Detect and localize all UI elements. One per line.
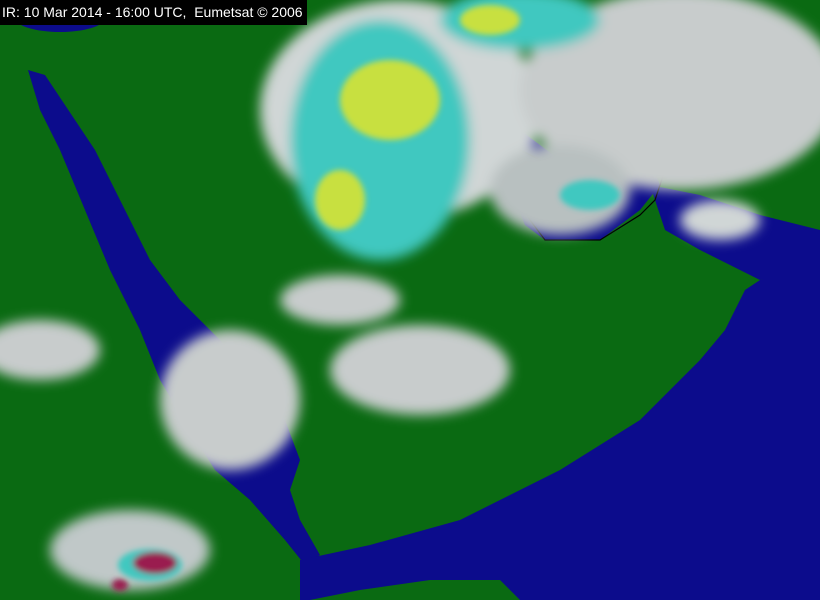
high-cloud-tops	[112, 5, 620, 591]
arabian-sea	[300, 270, 820, 600]
image-caption: IR: 10 Mar 2014 - 16:00 UTC, Eumetsat © …	[0, 0, 307, 25]
